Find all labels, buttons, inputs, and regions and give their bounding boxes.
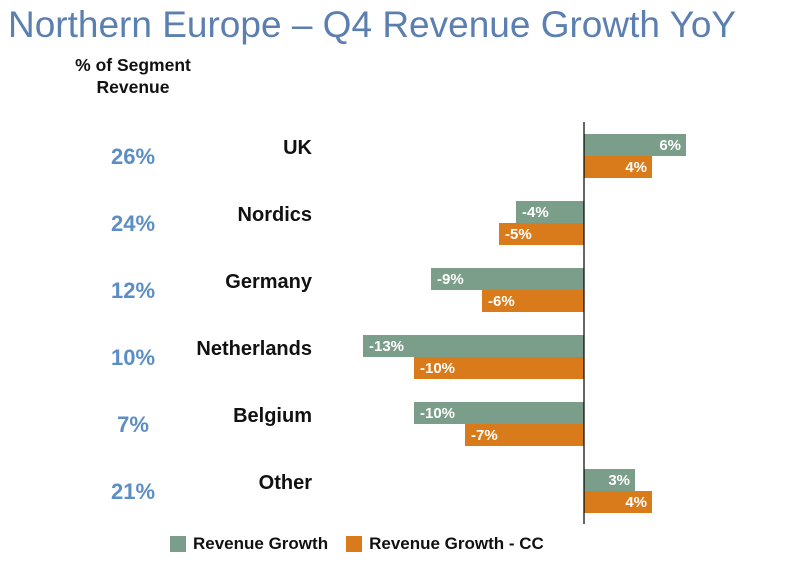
data-label-other-revenue-growth-cc: 4% [625, 494, 647, 511]
category-label-belgium: Belgium [233, 405, 312, 427]
legend-swatch-revenue-growth [170, 536, 186, 552]
data-labels: 6% 4% -4% -5% -9% -6% -13% -10% -10% -7% 3% 4% [369, 137, 681, 511]
data-label-nordics-revenue-growth-cc: -5% [505, 226, 532, 243]
data-label-belgium-revenue-growth-cc: -7% [471, 427, 498, 444]
bar-nordics-revenue-growth [516, 201, 584, 223]
data-label-uk-revenue-growth: 6% [659, 137, 681, 154]
bar-germany-revenue-growth-cc [482, 290, 584, 312]
category-label-germany: Germany [225, 271, 313, 293]
data-label-netherlands-revenue-growth-cc: -10% [420, 360, 455, 377]
legend: Revenue Growth Revenue Growth - CC [170, 534, 562, 554]
segment-share-netherlands: 10% [111, 345, 155, 370]
bar-nordics-revenue-growth-cc [499, 223, 584, 245]
bar-uk-revenue-growth [584, 134, 686, 156]
segment-share-uk: 26% [111, 144, 155, 169]
data-label-uk-revenue-growth-cc: 4% [625, 159, 647, 176]
data-label-germany-revenue-growth-cc: -6% [488, 293, 515, 310]
segment-share-nordics: 24% [111, 211, 155, 236]
segment-share-germany: 12% [111, 278, 155, 303]
legend-label-revenue-growth-cc: Revenue Growth - CC [369, 534, 544, 553]
bar-chart: 26% 24% 12% 10% 7% 21% UK Nordics Germany Nether… [111, 122, 686, 524]
category-label-nordics: Nordics [238, 204, 312, 226]
bar-belgium-revenue-growth-cc [465, 424, 584, 446]
bar-germany-revenue-growth [431, 268, 584, 290]
data-label-nordics-revenue-growth: -4% [522, 204, 549, 221]
data-label-other-revenue-growth: 3% [608, 472, 630, 489]
bar-netherlands-revenue-growth-cc [414, 357, 584, 379]
legend-item-revenue-growth: Revenue Growth [170, 534, 328, 554]
legend-label-revenue-growth: Revenue Growth [193, 534, 329, 553]
data-label-germany-revenue-growth: -9% [437, 271, 464, 288]
bar-other-revenue-growth [584, 469, 635, 491]
data-label-netherlands-revenue-growth: -13% [369, 338, 404, 355]
segment-share-other: 21% [111, 479, 155, 504]
category-label-netherlands: Netherlands [196, 338, 312, 360]
segment-share-column: 26% 24% 12% 10% 7% 21% [111, 144, 155, 504]
segment-share-header: % of Segment Revenue [75, 55, 191, 97]
bar-netherlands-revenue-growth [363, 335, 584, 357]
segment-share-belgium: 7% [117, 412, 149, 437]
category-label-other: Other [259, 472, 313, 494]
legend-item-revenue-growth-cc: Revenue Growth - CC [346, 534, 544, 554]
data-label-belgium-revenue-growth: -10% [420, 405, 455, 422]
chart-title: Northern Europe – Q4 Revenue Growth YoY [8, 4, 737, 45]
bar-other-revenue-growth-cc [584, 491, 652, 513]
bars [363, 134, 686, 513]
category-labels: UK Nordics Germany Netherlands Belgium Other [196, 137, 312, 494]
legend-swatch-revenue-growth-cc [346, 536, 363, 552]
bar-uk-revenue-growth-cc [584, 156, 652, 178]
category-label-uk: UK [283, 137, 312, 159]
bar-belgium-revenue-growth [414, 402, 584, 424]
